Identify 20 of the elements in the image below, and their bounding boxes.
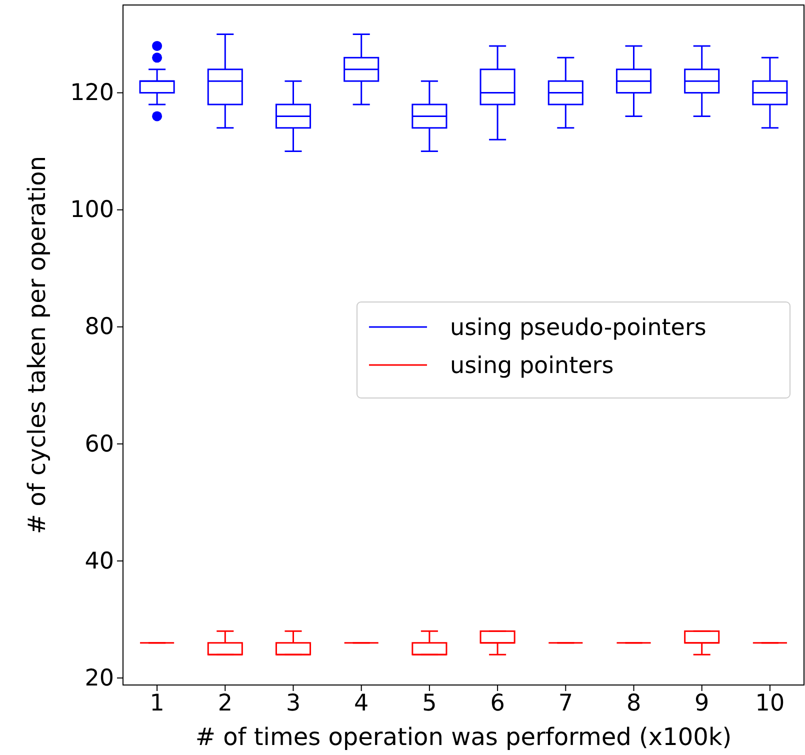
y-axis-title: # of cycles taken per operation	[23, 156, 51, 534]
x-tick-label: 3	[286, 690, 301, 716]
y-tick-label: 40	[84, 548, 114, 574]
x-tick-label: 5	[422, 690, 437, 716]
x-tick-label: 10	[755, 690, 785, 716]
x-tick-label: 9	[694, 690, 710, 716]
y-tick-label: 120	[70, 80, 114, 106]
legend-label: using pseudo-pointers	[450, 315, 706, 341]
x-tick-label: 7	[558, 690, 573, 716]
x-tick-label: 1	[150, 690, 164, 716]
x-tick-label: 2	[218, 690, 232, 716]
y-tick-label: 100	[70, 197, 114, 224]
x-axis-title: # of times operation was performed (x100k)	[195, 723, 732, 751]
x-tick-label: 4	[354, 690, 369, 716]
y-tick-label: 20	[84, 665, 114, 692]
y-tick-label: 60	[84, 431, 114, 458]
x-tick-label: 8	[626, 690, 642, 716]
legend-label: using pointers	[450, 353, 614, 379]
y-tick-label: 80	[84, 314, 114, 340]
x-tick-label: 6	[490, 690, 505, 716]
